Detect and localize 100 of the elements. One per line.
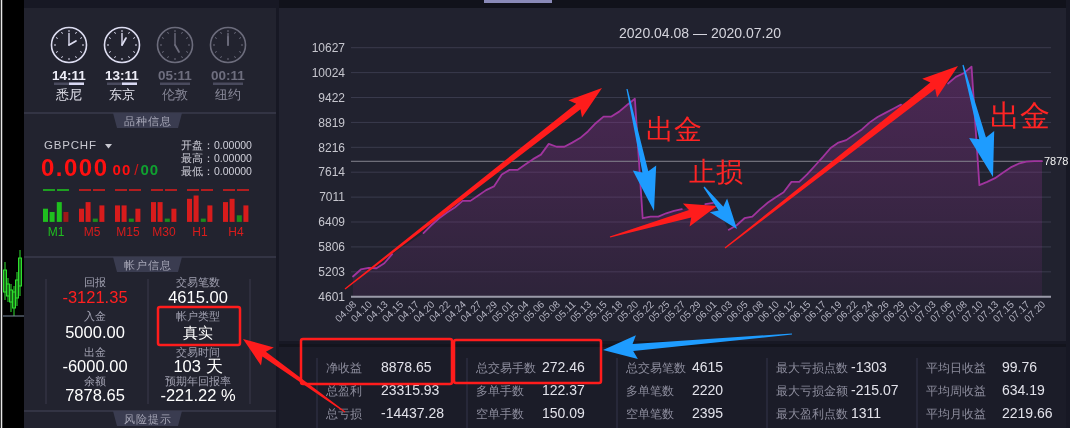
ref-line-label: 7878 (1044, 155, 1069, 168)
text: 纽约 (215, 88, 241, 102)
text: 开盘：0.00000 (181, 139, 253, 151)
text: 23315.93 (381, 382, 440, 398)
text: 4615 (692, 359, 724, 375)
text: 1311 (851, 405, 882, 421)
text: 帐户信息 (123, 258, 172, 271)
text: 出金 (84, 346, 106, 358)
text: -221.22 % (160, 386, 236, 404)
x-tick-label: H1 (192, 225, 208, 239)
text: 2219.66 (1002, 405, 1053, 421)
text: 5000.00 (65, 323, 125, 341)
text: 总交易笔数 (625, 361, 686, 374)
y-tick-label: 7614 (318, 165, 346, 180)
text: 余额 (84, 375, 106, 387)
y-tick-label: 8216 (318, 140, 346, 155)
x-tick-label: M1 (47, 225, 65, 239)
text: 最大亏损金额 (776, 384, 848, 397)
bar (49, 212, 55, 222)
text: 0.000 (41, 154, 109, 181)
y-tick-label: 9422 (318, 90, 346, 105)
text: 8878.65 (381, 359, 432, 375)
text: 122.37 (542, 382, 586, 398)
text: GBPCHF (44, 139, 97, 151)
bar (121, 205, 127, 222)
text: 7878.65 (65, 386, 125, 404)
y-tick-label: 5203 (318, 265, 346, 280)
annotation: 出金 (990, 99, 1050, 132)
text: 平均月收益 (926, 408, 986, 420)
text: -215.07 (851, 382, 899, 398)
y-tick-label: 8819 (318, 115, 346, 130)
bar (207, 205, 213, 222)
y-tick-label: 5806 (318, 240, 346, 255)
text: 帐户类型 (176, 310, 220, 322)
text: 入金 (84, 310, 106, 322)
text: -3121.35 (62, 288, 128, 306)
y-tick-label: 6409 (318, 215, 346, 230)
text: 总交易手数 (475, 361, 536, 374)
bar (243, 205, 249, 222)
annotation: 止损 (689, 157, 743, 187)
text: 平均周收益 (926, 385, 986, 397)
text: -14437.28 (381, 405, 445, 421)
text: 634.19 (1002, 382, 1046, 398)
bar (56, 202, 62, 222)
text: 交易笔数 (176, 276, 220, 288)
text: 最高：0.00000 (181, 152, 253, 164)
text: 最低：0.00000 (181, 165, 253, 177)
text: 13:11 (105, 68, 140, 83)
text: 多单笔数 (626, 385, 674, 397)
bar (115, 205, 120, 222)
bar (157, 202, 163, 222)
text: 4615.00 (168, 288, 228, 306)
text: 总亏损 (325, 408, 362, 420)
text: 空单笔数 (626, 407, 674, 420)
bar (193, 195, 199, 222)
text: 2395 (692, 405, 724, 421)
bar (43, 208, 48, 222)
text: 平均日收益 (926, 362, 986, 374)
bar (63, 212, 69, 222)
bar (229, 198, 235, 222)
text: -1303 (851, 359, 888, 375)
bar (99, 205, 105, 222)
bar (171, 208, 177, 222)
x-tick-label: M5 (83, 225, 101, 239)
text: 150.09 (542, 405, 586, 421)
text: 伦敦 (162, 88, 188, 102)
bar (236, 215, 242, 222)
bar (79, 208, 84, 222)
chart-title: 2020.04.08 — 2020.07.20 (619, 25, 782, 41)
text: 103 天 (173, 357, 223, 375)
y-tick-label: 4601 (318, 289, 346, 304)
text: 交易时间 (176, 346, 220, 358)
text: 272.46 (542, 359, 586, 375)
text: 最大盈利点数 (776, 408, 848, 420)
y-tick-label: 7011 (319, 190, 346, 205)
text: 风险提示 (123, 412, 172, 425)
text: -6000.00 (62, 357, 128, 375)
text: 东京 (109, 88, 135, 102)
bar (223, 202, 228, 222)
text: 99.76 (1002, 359, 1038, 375)
text: 14:11 (52, 68, 87, 83)
x-tick-label: M30 (152, 225, 176, 239)
text: 回报 (84, 276, 106, 288)
y-tick-label: 10627 (311, 40, 346, 55)
bar (135, 208, 141, 222)
text: 悉尼 (55, 88, 82, 102)
y-tick-label: 10024 (311, 65, 346, 80)
annotation: 出金 (646, 114, 702, 145)
x-tick-label: H4 (228, 225, 244, 239)
x-tick-label: M15 (116, 225, 140, 239)
text: 00 (112, 161, 132, 178)
text: 空单手数 (476, 407, 524, 420)
text: 00:11 (211, 68, 246, 83)
text: 真实 (183, 324, 213, 341)
bar (151, 202, 156, 222)
text: 总盈利 (325, 385, 362, 397)
text: / (134, 161, 140, 178)
text: 品种信息 (123, 114, 172, 127)
bar (85, 202, 91, 222)
text: 2220 (692, 382, 724, 398)
